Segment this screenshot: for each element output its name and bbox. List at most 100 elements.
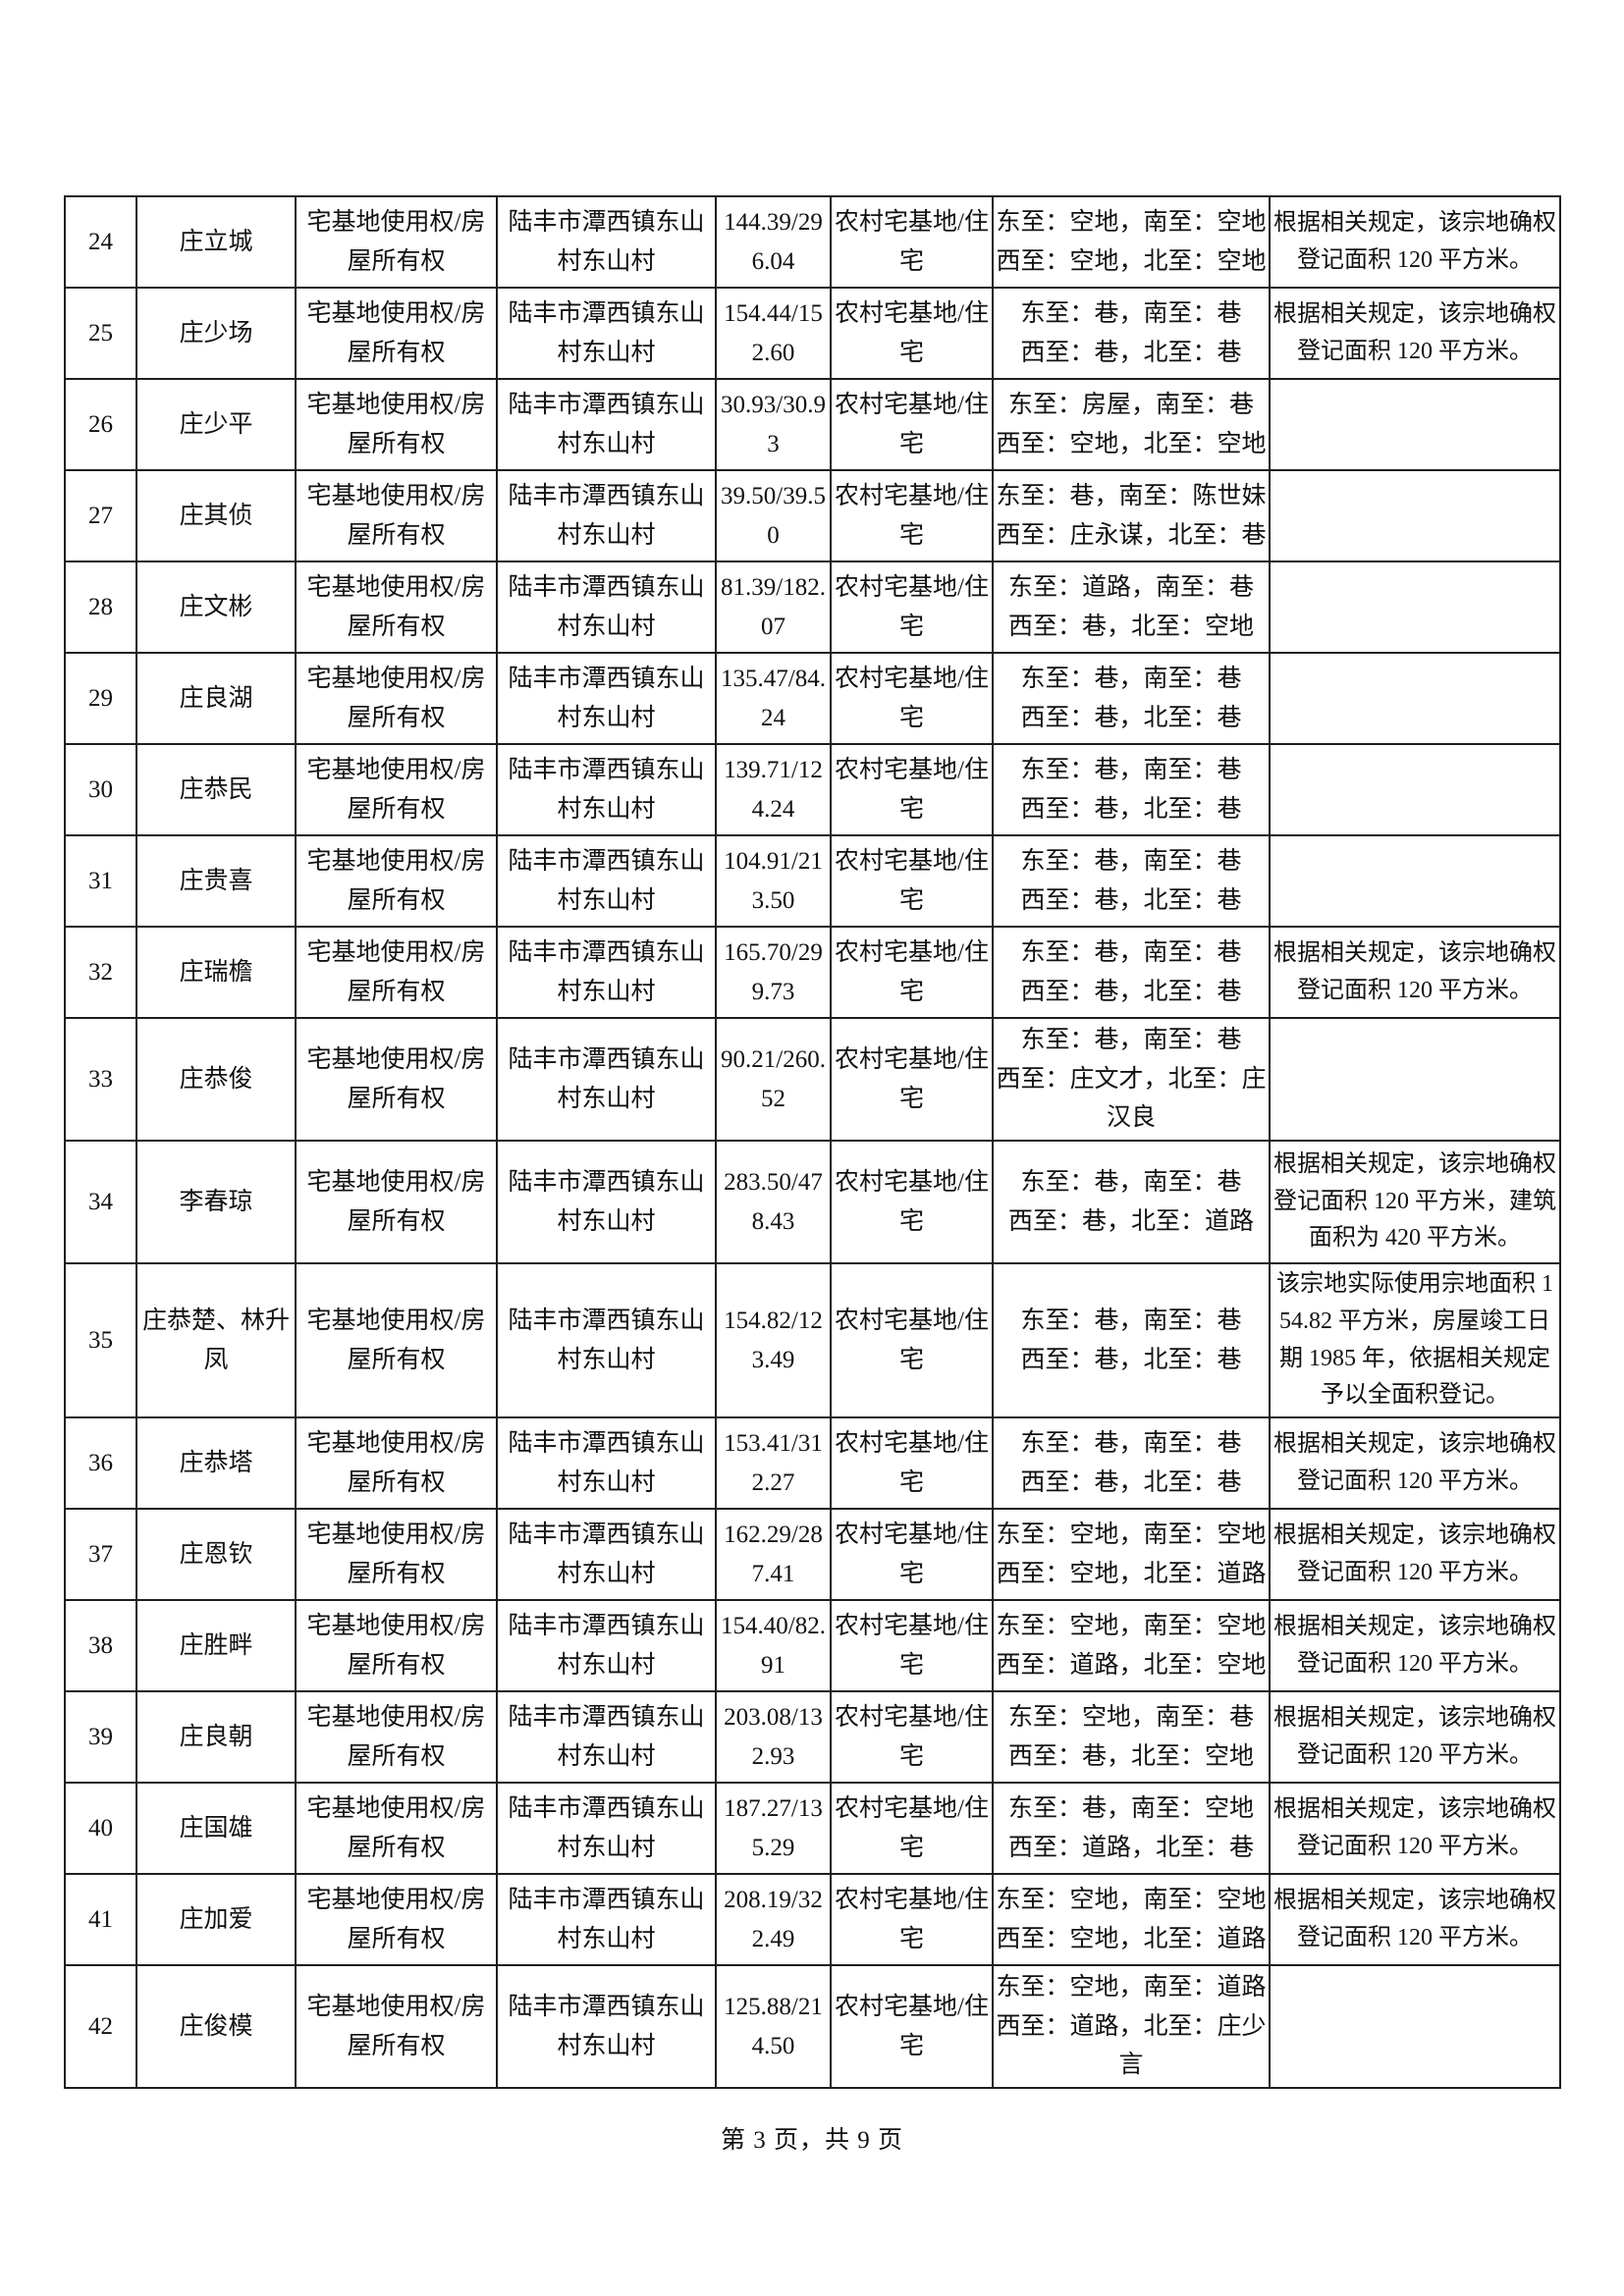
seq-cell: 33	[64, 1017, 137, 1142]
table-row: 42 庄俊模 宅基地使用权/房屋所有权 陆丰市潭西镇东山村东山村 125.88/…	[64, 1964, 1561, 2089]
remark-cell: 根据相关规定，该宗地确权登记面积 120 平方米。	[1269, 1690, 1561, 1784]
boundary-cell: 东至：巷，南至：巷 西至：巷，北至：巷	[992, 1262, 1271, 1418]
seq-cell: 29	[64, 652, 137, 745]
boundary-line1: 东至：巷，南至：空地	[1007, 1795, 1254, 1822]
name-cell: 庄文彬	[135, 561, 297, 654]
right-type-cell: 宅基地使用权/房屋所有权	[295, 652, 498, 745]
usage-cell: 农村宅基地/住宅	[830, 1599, 994, 1692]
usage-cell: 农村宅基地/住宅	[830, 834, 994, 928]
location-cell: 陆丰市潭西镇东山村东山村	[496, 1416, 717, 1510]
seq-cell: 27	[64, 469, 137, 562]
table-row: 34 李春琼 宅基地使用权/房屋所有权 陆丰市潭西镇东山村东山村 283.50/…	[64, 1140, 1561, 1264]
seq-cell: 32	[64, 926, 137, 1019]
area-cell: 39.50/39.50	[715, 469, 832, 562]
name-cell: 庄恭楚、林升凤	[135, 1262, 297, 1418]
seq-cell: 37	[64, 1508, 137, 1601]
right-type-cell: 宅基地使用权/房屋所有权	[295, 1873, 498, 1966]
usage-cell: 农村宅基地/住宅	[830, 1964, 994, 2089]
boundary-line2: 西至：空地，北至：空地	[996, 430, 1267, 457]
boundary-line1: 东至：空地，南至：空地	[996, 209, 1267, 236]
page-number-footer: 第 3 页，共 9 页	[720, 2127, 903, 2154]
boundary-cell: 东至：空地，南至：空地 西至：道路，北至：空地	[992, 1599, 1271, 1692]
table-row: 26 庄少平 宅基地使用权/房屋所有权 陆丰市潭西镇东山村东山村 30.93/3…	[64, 378, 1561, 471]
name-cell: 庄恭民	[135, 743, 297, 836]
location-cell: 陆丰市潭西镇东山村东山村	[496, 378, 717, 471]
table-row: 33 庄恭俊 宅基地使用权/房屋所有权 陆丰市潭西镇东山村东山村 90.21/2…	[64, 1017, 1561, 1142]
name-cell: 庄国雄	[135, 1782, 297, 1875]
boundary-line1: 东至：巷，南至：巷	[1020, 939, 1242, 966]
location-cell: 陆丰市潭西镇东山村东山村	[496, 1690, 717, 1784]
right-type-cell: 宅基地使用权/房屋所有权	[295, 287, 498, 380]
boundary-cell: 东至：空地，南至：巷 西至：巷，北至：空地	[992, 1690, 1271, 1784]
boundary-line1: 东至：空地，南至：空地	[996, 1613, 1267, 1639]
location-cell: 陆丰市潭西镇东山村东山村	[496, 1599, 717, 1692]
remark-cell: 根据相关规定，该宗地确权登记面积 120 平方米。	[1269, 287, 1561, 380]
boundary-line1: 东至：空地，南至：空地	[996, 1887, 1267, 1913]
boundary-line1: 东至：巷，南至：巷	[1020, 1169, 1242, 1196]
seq-cell: 35	[64, 1262, 137, 1418]
boundary-cell: 东至：巷，南至：巷 西至：巷，北至：巷	[992, 652, 1271, 745]
location-cell: 陆丰市潭西镇东山村东山村	[496, 195, 717, 289]
seq-cell: 39	[64, 1690, 137, 1784]
location-cell: 陆丰市潭西镇东山村东山村	[496, 743, 717, 836]
table-row: 36 庄恭塔 宅基地使用权/房屋所有权 陆丰市潭西镇东山村东山村 153.41/…	[64, 1416, 1561, 1510]
seq-cell: 40	[64, 1782, 137, 1875]
boundary-line2: 西至：巷，北至：空地	[1007, 1742, 1254, 1770]
area-cell: 208.19/322.49	[715, 1873, 832, 1966]
name-cell: 庄瑞檐	[135, 926, 297, 1019]
area-cell: 162.29/287.41	[715, 1508, 832, 1601]
area-cell: 154.44/152.60	[715, 287, 832, 380]
right-type-cell: 宅基地使用权/房屋所有权	[295, 1508, 498, 1601]
usage-cell: 农村宅基地/住宅	[830, 1416, 994, 1510]
location-cell: 陆丰市潭西镇东山村东山村	[496, 287, 717, 380]
table-row: 30 庄恭民 宅基地使用权/房屋所有权 陆丰市潭西镇东山村东山村 139.71/…	[64, 743, 1561, 836]
usage-cell: 农村宅基地/住宅	[830, 743, 994, 836]
remark-cell: 根据相关规定，该宗地确权登记面积 120 平方米，建筑面积为 420 平方米。	[1269, 1140, 1561, 1264]
boundary-line1: 东至：空地，南至：巷	[1007, 1704, 1254, 1731]
boundary-line2: 西至：巷，北至：空地	[1007, 613, 1254, 640]
boundary-cell: 东至：巷，南至：巷 西至：巷，北至：道路	[992, 1140, 1271, 1264]
boundary-cell: 东至：巷，南至：巷 西至：巷，北至：巷	[992, 287, 1271, 380]
boundary-line2: 西至：巷，北至：巷	[1020, 704, 1242, 731]
table-row: 24 庄立城 宅基地使用权/房屋所有权 陆丰市潭西镇东山村东山村 144.39/…	[64, 195, 1561, 289]
boundary-cell: 东至：空地，南至：空地 西至：空地，北至：道路	[992, 1873, 1271, 1966]
boundary-line1: 东至：巷，南至：巷	[1020, 757, 1242, 783]
boundary-line1: 东至：巷，南至：陈世妹	[996, 483, 1267, 509]
area-cell: 165.70/299.73	[715, 926, 832, 1019]
table-row: 32 庄瑞檐 宅基地使用权/房屋所有权 陆丰市潭西镇东山村东山村 165.70/…	[64, 926, 1561, 1019]
table-row: 31 庄贵喜 宅基地使用权/房屋所有权 陆丰市潭西镇东山村东山村 104.91/…	[64, 834, 1561, 928]
name-cell: 庄胜畔	[135, 1599, 297, 1692]
remark-cell	[1269, 469, 1561, 562]
right-type-cell: 宅基地使用权/房屋所有权	[295, 1964, 498, 2089]
right-type-cell: 宅基地使用权/房屋所有权	[295, 1262, 498, 1418]
remark-cell: 根据相关规定，该宗地确权登记面积 120 平方米。	[1269, 926, 1561, 1019]
remark-cell: 根据相关规定，该宗地确权登记面积 120 平方米。	[1269, 1782, 1561, 1875]
remark-cell: 该宗地实际使用宗地面积 154.82 平方米，房屋竣工日期 1985 年，依据相…	[1269, 1262, 1561, 1418]
usage-cell: 农村宅基地/住宅	[830, 1873, 994, 1966]
right-type-cell: 宅基地使用权/房屋所有权	[295, 834, 498, 928]
seq-cell: 38	[64, 1599, 137, 1692]
right-type-cell: 宅基地使用权/房屋所有权	[295, 469, 498, 562]
table-row: 40 庄国雄 宅基地使用权/房屋所有权 陆丰市潭西镇东山村东山村 187.27/…	[64, 1782, 1561, 1875]
boundary-line1: 东至：房屋，南至：巷	[1007, 392, 1254, 418]
location-cell: 陆丰市潭西镇东山村东山村	[496, 1262, 717, 1418]
right-type-cell: 宅基地使用权/房屋所有权	[295, 743, 498, 836]
location-cell: 陆丰市潭西镇东山村东山村	[496, 652, 717, 745]
usage-cell: 农村宅基地/住宅	[830, 195, 994, 289]
location-cell: 陆丰市潭西镇东山村东山村	[496, 1782, 717, 1875]
remark-cell	[1269, 1017, 1561, 1142]
boundary-line2: 西至：巷，北至：巷	[1020, 795, 1242, 823]
right-type-cell: 宅基地使用权/房屋所有权	[295, 1416, 498, 1510]
land-registration-table: 24 庄立城 宅基地使用权/房屋所有权 陆丰市潭西镇东山村东山村 144.39/…	[64, 195, 1561, 2089]
table-row: 25 庄少场 宅基地使用权/房屋所有权 陆丰市潭西镇东山村东山村 154.44/…	[64, 287, 1561, 380]
boundary-line2: 西至：道路，北至：空地	[996, 1651, 1267, 1679]
usage-cell: 农村宅基地/住宅	[830, 1262, 994, 1418]
usage-cell: 农村宅基地/住宅	[830, 652, 994, 745]
remark-cell	[1269, 834, 1561, 928]
area-cell: 154.40/82.91	[715, 1599, 832, 1692]
seq-cell: 42	[64, 1964, 137, 2089]
usage-cell: 农村宅基地/住宅	[830, 1690, 994, 1784]
usage-cell: 农村宅基地/住宅	[830, 1508, 994, 1601]
remark-cell: 根据相关规定，该宗地确权登记面积 120 平方米。	[1269, 1599, 1561, 1692]
